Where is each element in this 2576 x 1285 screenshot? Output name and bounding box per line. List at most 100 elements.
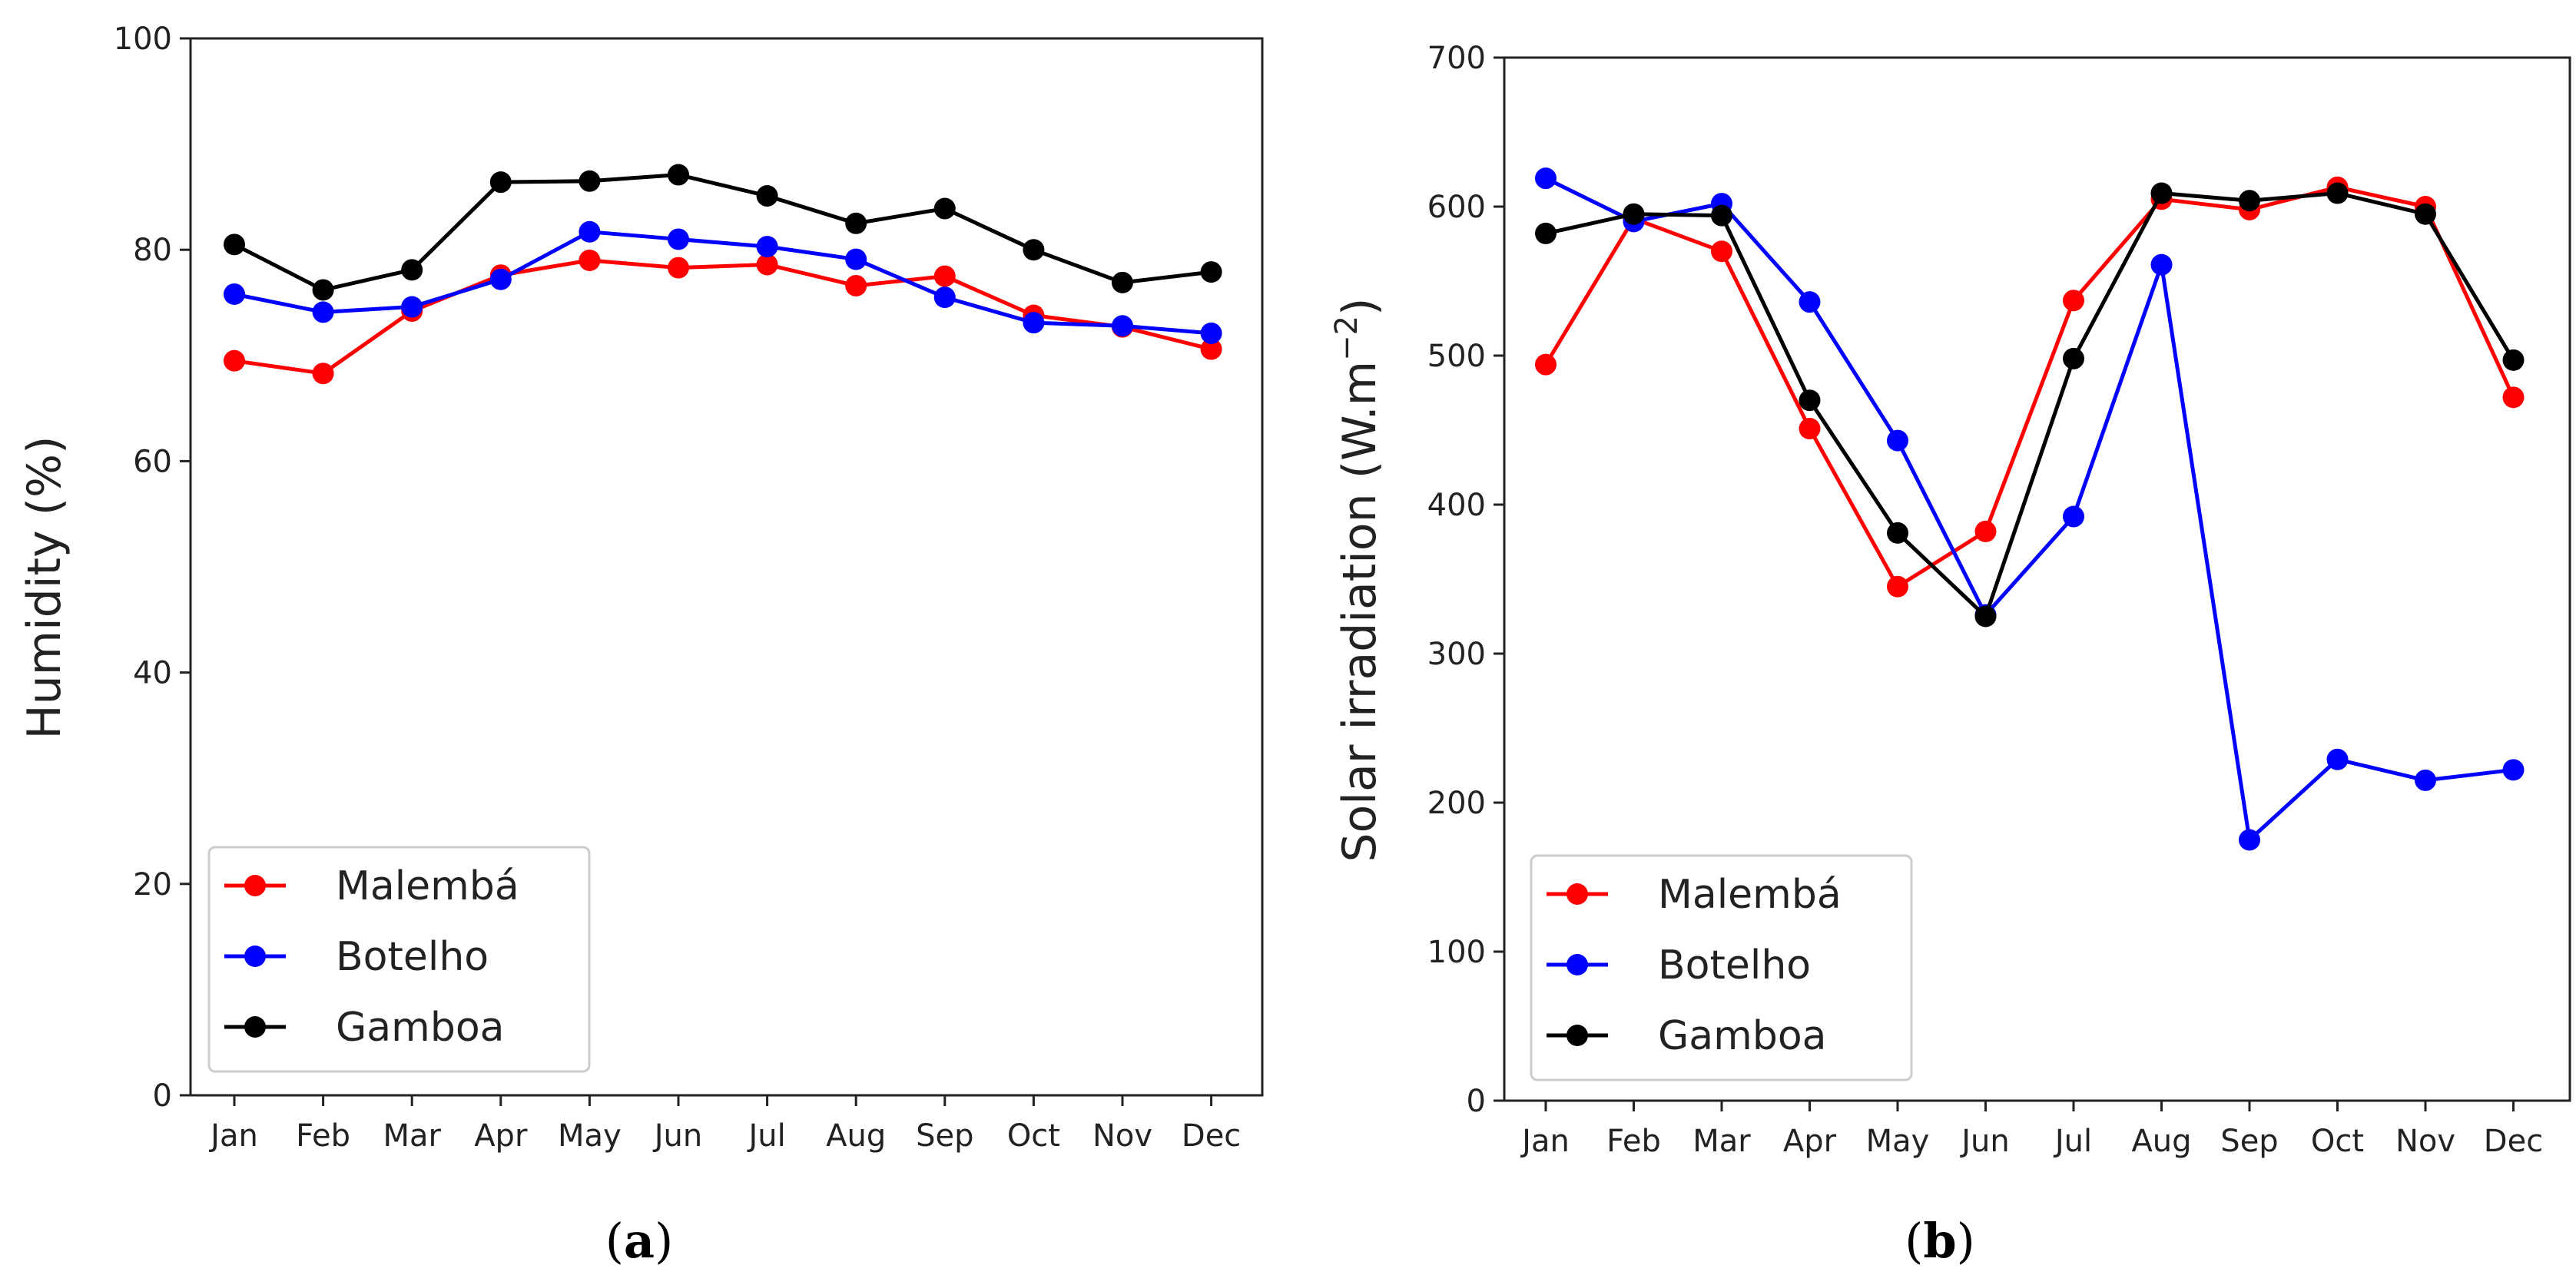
y-tick-label: 100 — [1427, 935, 1486, 970]
legend-marker — [1566, 1025, 1588, 1046]
y-tick-label: 0 — [153, 1078, 172, 1114]
data-point — [756, 236, 778, 258]
y-axis-title-close: ) — [1333, 298, 1387, 316]
y-tick-label: 700 — [1427, 41, 1486, 76]
data-point — [1023, 239, 1045, 261]
data-point — [2063, 347, 2084, 369]
data-point — [1200, 338, 1222, 360]
data-point — [1887, 522, 1908, 544]
data-point — [1535, 353, 1557, 376]
x-tick-label: Apr — [1783, 1124, 1837, 1159]
plot-frame — [189, 37, 1264, 1097]
panel-a-humidity-chart: Humidity (%) 0 20 40 60 80 100 Jan Feb Mar Apr May… — [18, 22, 1264, 1154]
x-tick-label: Feb — [1606, 1124, 1661, 1159]
legend-box — [1530, 854, 1913, 1081]
data-point — [489, 171, 512, 194]
axis-ticks: 0 100 200 300 400 500 600 700 Jan Feb Mar Apr May Jun… — [1427, 41, 2544, 1159]
x-tick-label: Jul — [746, 1118, 785, 1154]
plot-frame — [1503, 56, 2571, 1102]
x-tick-label: Mar — [1692, 1124, 1751, 1159]
x-tick-label: Sep — [2220, 1124, 2278, 1159]
y-tick-label: 500 — [1427, 339, 1486, 374]
y-tick-label: 300 — [1427, 637, 1486, 672]
data-point — [2063, 290, 2084, 312]
x-tick-label: May — [1866, 1124, 1930, 1159]
caption-letter: b — [1923, 1213, 1956, 1269]
series-line — [233, 173, 1212, 292]
legend-label: Botelho — [1658, 942, 1811, 989]
caption-open: ( — [1905, 1213, 1923, 1269]
data-point — [1200, 322, 1222, 344]
data-point — [1711, 240, 1732, 263]
x-tick-label: Apr — [474, 1118, 528, 1154]
x-tick-label: Jan — [1520, 1124, 1570, 1159]
series-line — [234, 230, 1212, 336]
y-axis-title-exponent: −2 — [1329, 316, 1364, 361]
data-point — [312, 301, 334, 323]
series-gamboa — [224, 164, 1222, 301]
legend-entry: Gamboa — [1547, 1013, 1827, 1059]
legend-label: Malembá — [1658, 872, 1842, 918]
data-point — [401, 259, 423, 281]
data-point — [312, 279, 334, 301]
legend-label: Gamboa — [336, 1005, 505, 1051]
data-point — [224, 283, 245, 305]
caption-close: ) — [655, 1213, 673, 1269]
data-point — [845, 212, 867, 234]
data-point — [933, 197, 956, 220]
x-tick-label: Nov — [1092, 1118, 1152, 1154]
data-series — [224, 164, 1222, 385]
x-tick-label: Oct — [1007, 1118, 1060, 1154]
data-point — [1623, 203, 1645, 225]
series-gamboa — [1535, 182, 2525, 628]
x-tick-label: Feb — [296, 1118, 350, 1154]
x-tick-label: Dec — [2484, 1124, 2543, 1159]
data-point — [668, 257, 689, 279]
panel-b-solar-irradiation-chart: Solar irradiation (W.m−2) 0 100 200 300 400 5… — [1329, 41, 2571, 1159]
data-point — [1112, 315, 1133, 337]
y-tick-label: 100 — [114, 22, 172, 57]
panel-caption-a: (a) — [605, 1213, 674, 1269]
x-tick-label: Jan — [208, 1118, 258, 1154]
data-point — [2150, 253, 2173, 276]
x-tick-label: Jun — [652, 1118, 703, 1154]
data-point — [2150, 182, 2173, 204]
series-botelho — [224, 220, 1222, 344]
data-point — [224, 233, 245, 256]
legend-label: Gamboa — [1658, 1013, 1827, 1059]
legend-entry: Botelho — [224, 934, 489, 980]
data-point — [489, 268, 512, 290]
x-tick-label: May — [558, 1118, 622, 1154]
series-malemb — [1535, 176, 2525, 598]
panel-caption-b: (b) — [1905, 1213, 1975, 1269]
legend-label: Malembá — [336, 863, 519, 909]
legend-box — [207, 846, 591, 1073]
y-tick-label: 40 — [133, 656, 172, 691]
x-tick-label: Dec — [1182, 1118, 1241, 1154]
y-tick-label: 20 — [133, 867, 172, 902]
y-axis-title: Humidity (%) — [18, 436, 71, 740]
data-point — [1023, 312, 1045, 334]
data-series — [1535, 167, 2525, 851]
legend: Malembá Botelho Gamboa — [207, 846, 591, 1073]
data-point — [312, 363, 334, 385]
data-point — [2063, 505, 2084, 528]
legend-marker — [244, 1016, 266, 1038]
legend-label: Botelho — [336, 934, 489, 980]
axis-ticks: 0 20 40 60 80 100 Jan Feb Mar Apr May Jun Jul Aug Sep O… — [114, 22, 1242, 1154]
data-point — [1711, 204, 1732, 227]
legend-marker — [1566, 883, 1588, 905]
series-malemb — [224, 249, 1222, 385]
x-tick-label: Nov — [2395, 1124, 2455, 1159]
legend: Malembá Botelho Gamboa — [1530, 854, 1913, 1081]
data-point — [1887, 575, 1908, 598]
data-point — [1974, 605, 1997, 628]
legend-entry: Malembá — [224, 863, 519, 909]
data-point — [1535, 222, 1557, 244]
x-tick-label: Aug — [826, 1118, 886, 1154]
data-point — [1799, 291, 1821, 313]
y-tick-label: 200 — [1427, 786, 1486, 821]
legend-entry: Botelho — [1547, 942, 1811, 989]
data-point — [845, 248, 867, 270]
